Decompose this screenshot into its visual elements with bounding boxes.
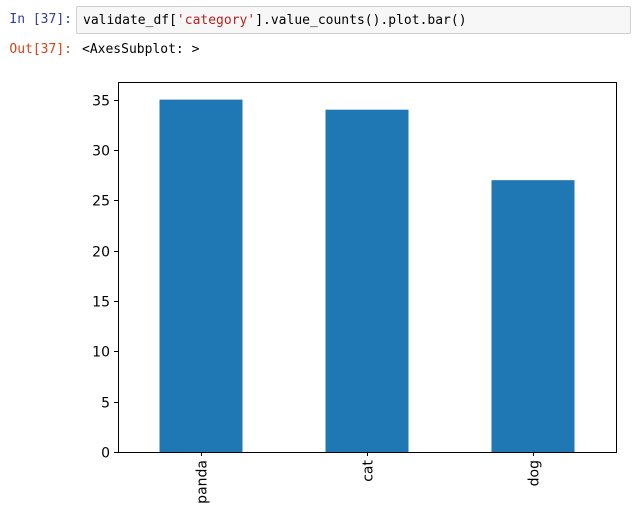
y-tick-label: 10 xyxy=(92,345,110,361)
y-tick-label: 20 xyxy=(92,245,110,261)
x-tick-label: panda xyxy=(195,460,211,504)
input-prompt: In [37]: xyxy=(9,12,72,27)
y-tick-label: 30 xyxy=(92,144,110,160)
y-tick-label: 5 xyxy=(101,396,110,412)
bar-cat xyxy=(325,109,409,452)
output-repr-text: <AxesSubplot: > xyxy=(82,42,200,57)
x-tick-label: cat xyxy=(361,459,377,481)
code-prefix: validate_df[ xyxy=(83,13,177,28)
y-tick-label: 15 xyxy=(92,295,110,311)
code-cell[interactable]: validate_df['category'].value_counts().p… xyxy=(76,6,631,34)
y-tick-label: 0 xyxy=(101,446,110,462)
x-tick-label: dog xyxy=(527,460,543,486)
bar-dog xyxy=(491,180,575,452)
bar-panda xyxy=(159,99,243,452)
output-prompt: Out[37]: xyxy=(9,42,72,57)
code-string-literal: 'category' xyxy=(176,13,256,28)
y-tick-label: 25 xyxy=(92,194,110,210)
code-editor-line[interactable]: validate_df['category'].value_counts().p… xyxy=(83,12,467,30)
code-suffix: ].value_counts().plot.bar() xyxy=(255,13,467,28)
y-tick-label: 35 xyxy=(92,94,110,110)
